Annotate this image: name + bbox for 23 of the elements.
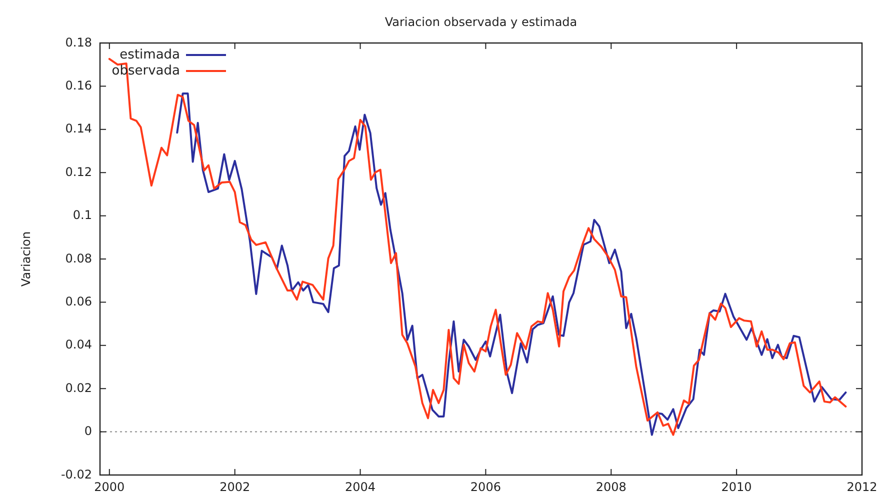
line-series	[176, 92, 847, 436]
y-tick-label: 0.18	[65, 35, 92, 50]
y-tick-label: 0.06	[65, 294, 92, 308]
x-tick-label: 2002	[220, 480, 250, 494]
x-tick-label: 2000	[94, 480, 125, 494]
x-tick-label: 2004	[345, 480, 376, 494]
x-tick-label: 2010	[721, 480, 752, 494]
y-tick-label: 0	[84, 424, 92, 438]
y-tick-label: 0.14	[65, 122, 92, 136]
x-tick-label: 2006	[470, 480, 501, 494]
y-tick-label: 0.16	[65, 78, 92, 92]
x-tick-label: 2008	[596, 480, 626, 494]
y-axis-title: Variacion	[19, 231, 33, 287]
y-tick-label: -0.02	[60, 467, 92, 482]
chart-title: Variacion observada y estimada	[384, 15, 578, 29]
y-tick-label: 0.1	[72, 208, 92, 222]
line-series	[108, 58, 847, 436]
legend-label: estimada	[120, 48, 180, 63]
y-tick-label: 0.04	[65, 338, 92, 352]
y-tick-label: 0.02	[65, 380, 92, 395]
x-tick-label: 2012	[846, 480, 878, 494]
y-tick-label: 0.12	[65, 164, 92, 179]
y-tick-label: 0.08	[65, 251, 92, 266]
